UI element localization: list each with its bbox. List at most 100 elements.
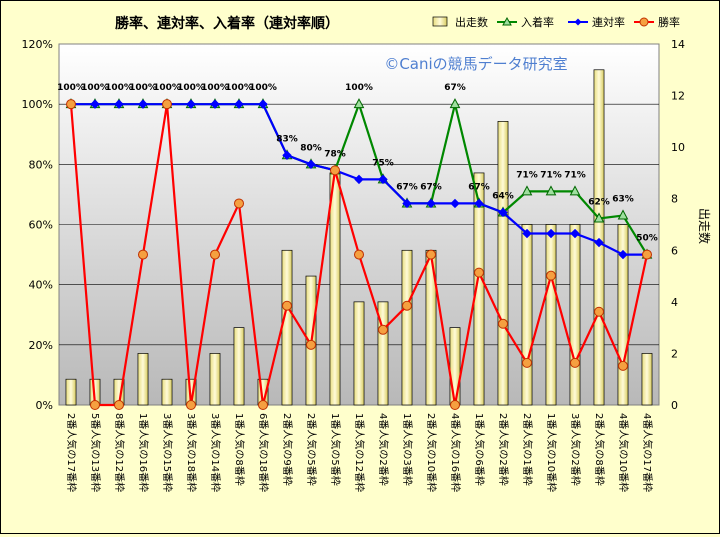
point-marker	[186, 400, 196, 410]
y-tick-label: 80%	[29, 158, 53, 171]
point-marker	[258, 400, 268, 410]
data-label: 100%	[201, 83, 229, 93]
data-label: 100%	[153, 83, 181, 93]
point-marker	[569, 185, 581, 196]
point-marker	[426, 198, 436, 209]
point-marker	[498, 207, 508, 218]
x-tick-label: 5番人気の13番枠	[89, 413, 102, 492]
point-marker	[570, 357, 580, 368]
point-marker	[593, 212, 605, 223]
bar	[377, 301, 389, 406]
data-label: 80%	[300, 143, 322, 153]
point-marker	[474, 267, 484, 278]
y2-tick-label: 2	[671, 347, 678, 360]
point-marker	[234, 99, 244, 109]
point-marker	[594, 237, 604, 248]
y-tick-label: 20%	[29, 339, 53, 352]
bar	[65, 378, 77, 406]
point-marker	[521, 185, 533, 196]
bar	[161, 378, 173, 406]
legend-marker	[502, 16, 512, 26]
point-marker	[354, 249, 364, 260]
x-tick-label: 3番人気の2番枠	[569, 413, 582, 486]
point-marker	[449, 98, 461, 109]
x-tick-label: 4番人気の16番枠	[449, 413, 462, 492]
bar	[545, 224, 557, 406]
point-marker	[330, 165, 340, 176]
bar	[521, 224, 533, 406]
data-label: 67%	[396, 182, 418, 192]
x-tick-label: 1番人気の10番枠	[545, 413, 558, 492]
data-label: 67%	[420, 182, 442, 192]
legend-label: 入着率	[521, 15, 554, 29]
point-marker	[522, 357, 532, 368]
y-tick-label: 100%	[22, 98, 53, 111]
y-tick-label: 40%	[29, 279, 53, 292]
y2-tick-label: 4	[671, 296, 678, 309]
point-marker	[522, 228, 532, 239]
point-marker	[90, 400, 100, 410]
point-marker	[618, 249, 628, 260]
y2-tick-label: 0	[671, 399, 678, 412]
y2-tick-label: 6	[671, 244, 678, 257]
point-marker	[210, 249, 220, 260]
x-tick-label: 3番人気の18番枠	[185, 413, 198, 492]
y-tick-label: 60%	[29, 219, 53, 232]
legend-marker	[639, 17, 649, 27]
y2-tick-label: 10	[671, 141, 685, 154]
data-label: 71%	[516, 170, 538, 180]
legend-label: 連対率	[592, 15, 625, 29]
point-marker	[162, 99, 172, 110]
data-label: 62%	[588, 197, 610, 207]
bar	[473, 172, 485, 406]
point-marker	[450, 400, 460, 410]
watermark: ©Caniの競馬データ研究室	[384, 55, 567, 73]
data-label: 64%	[492, 191, 514, 201]
bar	[617, 224, 629, 406]
point-marker	[450, 198, 460, 209]
x-tick-label: 4番人気の2番枠	[377, 413, 390, 486]
point-marker	[282, 300, 292, 311]
bar	[569, 224, 581, 406]
bar	[233, 327, 245, 406]
data-label: 100%	[81, 83, 109, 93]
bar	[209, 353, 221, 406]
point-marker	[353, 98, 365, 109]
legend: 出走数 入着率 連対率 勝率	[432, 15, 680, 29]
point-marker	[594, 306, 604, 317]
point-marker	[210, 99, 220, 109]
x-tick-label: 2番人気の5番枠	[305, 413, 318, 486]
data-labels: 100%100%100%100%100%100%100%100%100%83%8…	[57, 83, 658, 243]
x-tick-label: 3番人気の15番枠	[161, 413, 174, 492]
point-marker	[426, 249, 436, 260]
data-label: 75%	[372, 158, 394, 168]
point-marker	[545, 185, 557, 196]
y2-axis-label: 出走数	[697, 208, 712, 244]
y2-tick-label: 14	[671, 38, 685, 51]
data-label: 100%	[57, 83, 85, 93]
data-label: 71%	[540, 170, 562, 180]
x-tick-label: 2番人気の9番枠	[281, 413, 294, 486]
x-tick-label: 1番人気の3番枠	[401, 413, 414, 486]
point-marker	[618, 360, 628, 371]
x-tick-label: 3番人気の14番枠	[209, 413, 222, 492]
point-marker	[66, 99, 76, 110]
point-marker	[282, 150, 292, 161]
point-marker	[498, 318, 508, 329]
x-tick-label: 2番人気の8番枠	[593, 413, 606, 486]
bar	[329, 172, 341, 406]
point-marker	[570, 228, 580, 239]
y-tick-label: 120%	[22, 38, 53, 51]
point-marker	[234, 198, 244, 209]
data-label: 71%	[564, 170, 586, 180]
bar	[497, 121, 509, 406]
point-marker	[114, 99, 124, 109]
x-tick-label: 2番人気の2番枠	[497, 413, 510, 486]
data-label: 100%	[345, 83, 373, 93]
point-marker	[402, 300, 412, 311]
data-label: 100%	[177, 83, 205, 93]
bar	[281, 249, 293, 406]
y-tick-label: 0%	[36, 399, 53, 412]
point-marker	[138, 99, 148, 109]
